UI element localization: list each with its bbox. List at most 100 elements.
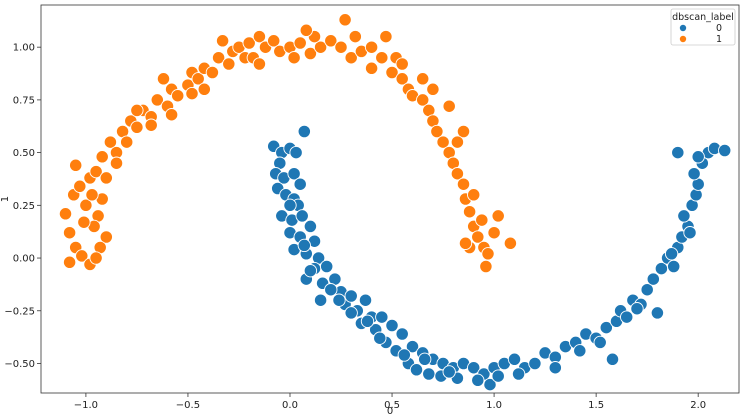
- scatter-point-series-1: [293, 36, 307, 50]
- scatter-point-series-0: [671, 145, 685, 160]
- plot-frame: [40, 4, 740, 394]
- scatter-point-series-0: [511, 367, 526, 381]
- scatter-point-series-0: [718, 143, 732, 158]
- scatter-point-series-0: [344, 306, 358, 320]
- x-tick-label: 1.5: [588, 400, 604, 411]
- scatter-point-series-1: [456, 124, 471, 139]
- scatter-point-series-1: [62, 255, 77, 269]
- scatter-point-series-0: [297, 238, 311, 253]
- scatter-point-series-0: [640, 283, 654, 297]
- scatter-point-series-0: [664, 247, 679, 261]
- scatter-point-series-1: [95, 150, 109, 164]
- x-tick-label: −1.0: [74, 400, 98, 411]
- scatter-point-series-1: [338, 13, 352, 27]
- scatter-point-series-1: [89, 164, 103, 179]
- scatter-point-series-0: [650, 306, 665, 320]
- scatter-point-series-1: [222, 57, 236, 71]
- legend-label-0: 0: [716, 23, 722, 34]
- scatter-point-series-1: [77, 215, 91, 229]
- scatter-point-series-0: [548, 361, 562, 375]
- scatter-point-series-1: [487, 226, 501, 240]
- scatter-point-series-0: [605, 352, 620, 366]
- scatter-point-series-1: [120, 135, 134, 149]
- scatter-point-series-0: [491, 369, 505, 383]
- scatter-point-series-0: [687, 167, 701, 181]
- scatter-point-series-0: [360, 314, 375, 328]
- scatter-point-series-1: [267, 34, 281, 48]
- scatter-point-series-0: [324, 283, 338, 297]
- scatter-point-series-1: [324, 34, 338, 48]
- scatter-point-series-0: [289, 145, 303, 160]
- y-tick-label: 0.00: [13, 254, 35, 265]
- legend: dbscan_label 0 1: [670, 8, 736, 46]
- y-tick-label: 0.25: [13, 201, 35, 212]
- scatter-point-series-0: [620, 310, 634, 324]
- scatter-point-series-0: [303, 264, 318, 278]
- y-tick-label: 0.75: [13, 95, 35, 106]
- legend-marker-1: [679, 35, 687, 43]
- x-tick-label: 0.0: [282, 400, 298, 411]
- scatter-point-series-1: [379, 29, 393, 44]
- x-tick-label: −0.5: [176, 400, 200, 411]
- scatter-point-series-1: [89, 251, 103, 265]
- y-tick-label: −0.25: [4, 306, 35, 317]
- scatter-point-series-1: [211, 51, 226, 65]
- scatter-point-series-1: [99, 171, 113, 185]
- scatter-point-series-0: [667, 259, 681, 274]
- scatter-point-series-1: [144, 118, 158, 132]
- scatter-point-series-1: [85, 188, 99, 202]
- scatter-point-series-1: [185, 86, 199, 101]
- scatter-point-series-0: [397, 348, 411, 362]
- scatter-point-series-0: [313, 293, 328, 307]
- scatter-point-series-0: [287, 167, 301, 181]
- scatter-point-series-1: [58, 207, 73, 221]
- scatter-point-series-1: [481, 247, 495, 261]
- scatter-point-series-1: [334, 40, 348, 54]
- scatter-point-series-1: [191, 72, 205, 86]
- y-axis-ticks: −0.50 −0.25 0.00 0.25 0.50 0.75 1.00: [4, 43, 41, 370]
- scatter-point-series-1: [109, 156, 124, 170]
- scatter-point-series-1: [475, 213, 489, 227]
- x-axis-ticks: −1.0 −0.5 0.0 0.5 1.0 1.5 2.0: [74, 393, 706, 411]
- scatter-point-series-1: [467, 188, 481, 202]
- scatter-point-series-1: [99, 230, 113, 244]
- scatter-point-series-1: [130, 120, 144, 134]
- scatter-point-series-0: [528, 356, 542, 371]
- scatter-point-series-1: [103, 135, 118, 149]
- scatter-point-series-0: [593, 335, 607, 350]
- scatter-point-series-0: [293, 177, 307, 191]
- scatter-point-series-0: [385, 318, 399, 333]
- scatter-point-series-1: [426, 82, 440, 96]
- scatter-point-series-1: [344, 51, 358, 65]
- scatter-point-series-0: [507, 352, 522, 366]
- scatter-point-series-1: [375, 51, 389, 65]
- scatter-point-series-0: [422, 367, 436, 381]
- scatter-point-series-0: [405, 339, 420, 354]
- legend-marker-0: [679, 24, 687, 32]
- scatter-point-series-0: [418, 352, 432, 366]
- scatter-point-series-1: [462, 205, 477, 219]
- scatter-point-series-1: [171, 89, 185, 103]
- scatter-point-series-1: [430, 124, 444, 139]
- scatter-point-series-1: [205, 65, 220, 80]
- scatter-point-series-0: [283, 198, 297, 212]
- scatter-point-series-1: [450, 135, 465, 149]
- scatter-point-series-0: [395, 327, 409, 341]
- scatter-point-series-0: [375, 310, 389, 324]
- scatter-point-series-1: [395, 72, 409, 86]
- scatter-point-series-1: [252, 29, 267, 44]
- scatter-point-series-1: [62, 226, 77, 240]
- scatter-point-series-0: [320, 259, 334, 274]
- scatter-point-series-0: [344, 289, 358, 303]
- scatter-point-series-1: [364, 61, 379, 75]
- scatter-point-series-1: [215, 34, 230, 48]
- scatter-point-series-1: [385, 65, 399, 80]
- scatter-point-series-1: [450, 167, 465, 181]
- scatter-point-series-0: [467, 361, 481, 375]
- scatter-point-series-0: [483, 377, 497, 392]
- scatter-point-series-0: [358, 293, 373, 307]
- x-tick-label: 2.0: [690, 400, 706, 411]
- scatter-point-series-1: [503, 236, 518, 250]
- scatter-point-series-1: [416, 72, 430, 86]
